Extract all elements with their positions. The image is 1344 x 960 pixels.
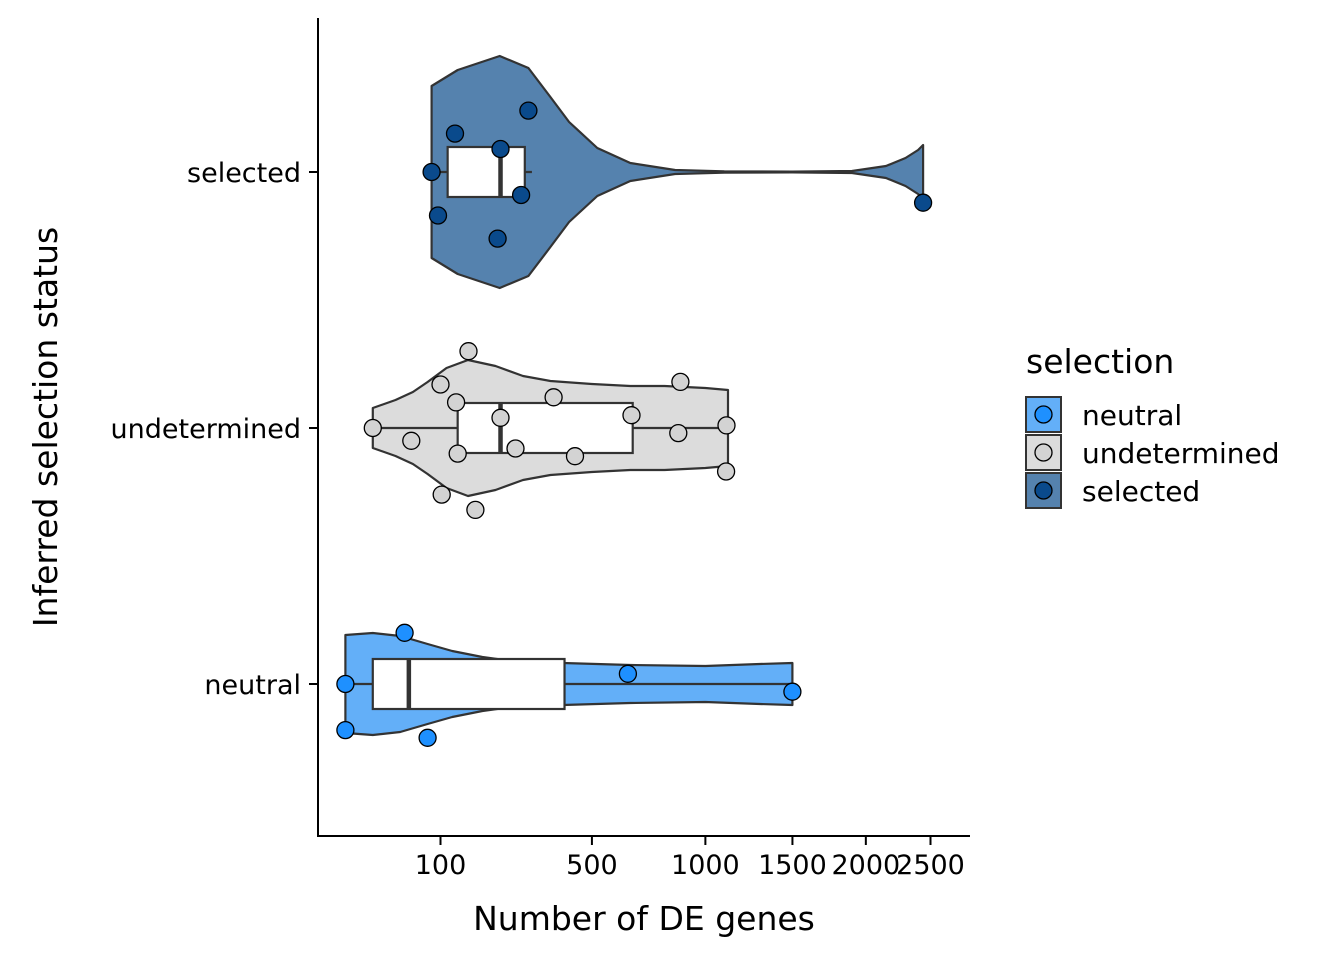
data-point (432, 485, 451, 504)
violin-layer (344, 54, 925, 737)
boxplot-layer (345, 145, 793, 711)
data-point (446, 393, 466, 412)
data-point (488, 229, 507, 248)
data-point (418, 728, 437, 747)
data-point (506, 439, 525, 458)
legend: selection neutral undetermined selected (1025, 342, 1280, 509)
legend-label-undetermined: undetermined (1082, 437, 1280, 470)
x-tick-label: 1500 (758, 850, 827, 881)
legend-point-neutral (1034, 405, 1053, 424)
data-point (565, 447, 585, 466)
x-tick-label: 2000 (831, 850, 900, 881)
points-layer (336, 101, 933, 747)
legend-point-selected (1034, 481, 1053, 500)
data-point (395, 623, 414, 642)
legend-key-selected (1025, 472, 1062, 509)
legend-label-neutral: neutral (1082, 399, 1182, 432)
data-point (669, 423, 688, 443)
data-point (491, 139, 510, 159)
data-point (363, 418, 382, 438)
box-selected (446, 145, 526, 199)
data-point (448, 444, 467, 463)
x-tick-label: 100 (415, 850, 467, 881)
legend-key-neutral (1025, 396, 1062, 433)
data-point (336, 720, 355, 740)
data-point (428, 206, 448, 225)
x-tick-label: 2500 (896, 850, 965, 881)
data-point (913, 193, 933, 212)
data-point (671, 372, 690, 392)
x-tick-label: 500 (566, 850, 618, 881)
data-point (622, 406, 641, 425)
x-axis-title: Number of DE genes (473, 899, 815, 938)
data-point (716, 462, 736, 481)
data-point (445, 124, 465, 143)
data-point (466, 500, 485, 520)
y-tick-label: neutral (204, 670, 301, 701)
data-point (422, 162, 441, 182)
box-neutral (371, 657, 566, 711)
data-point (717, 416, 736, 435)
data-point (511, 185, 531, 205)
y-tick-label: selected (187, 158, 301, 189)
legend-label-selected: selected (1082, 475, 1200, 508)
box-undetermined (456, 401, 634, 455)
legend-point-undetermined (1034, 443, 1053, 462)
y-axis-title: Inferred selection status (26, 227, 65, 627)
y-tick-label: undetermined (111, 414, 301, 445)
data-point (459, 342, 478, 361)
data-point (431, 375, 450, 394)
data-point (491, 408, 510, 427)
y-ticks: selected undetermined neutral (111, 158, 318, 701)
data-point (336, 674, 355, 694)
data-point (544, 388, 563, 407)
legend-key-undetermined (1025, 434, 1062, 471)
data-point (402, 431, 421, 450)
legend-title: selection (1026, 342, 1174, 381)
data-point (618, 664, 638, 683)
x-tick-label: 1000 (671, 850, 740, 881)
data-point (783, 682, 802, 701)
data-point (519, 101, 538, 120)
